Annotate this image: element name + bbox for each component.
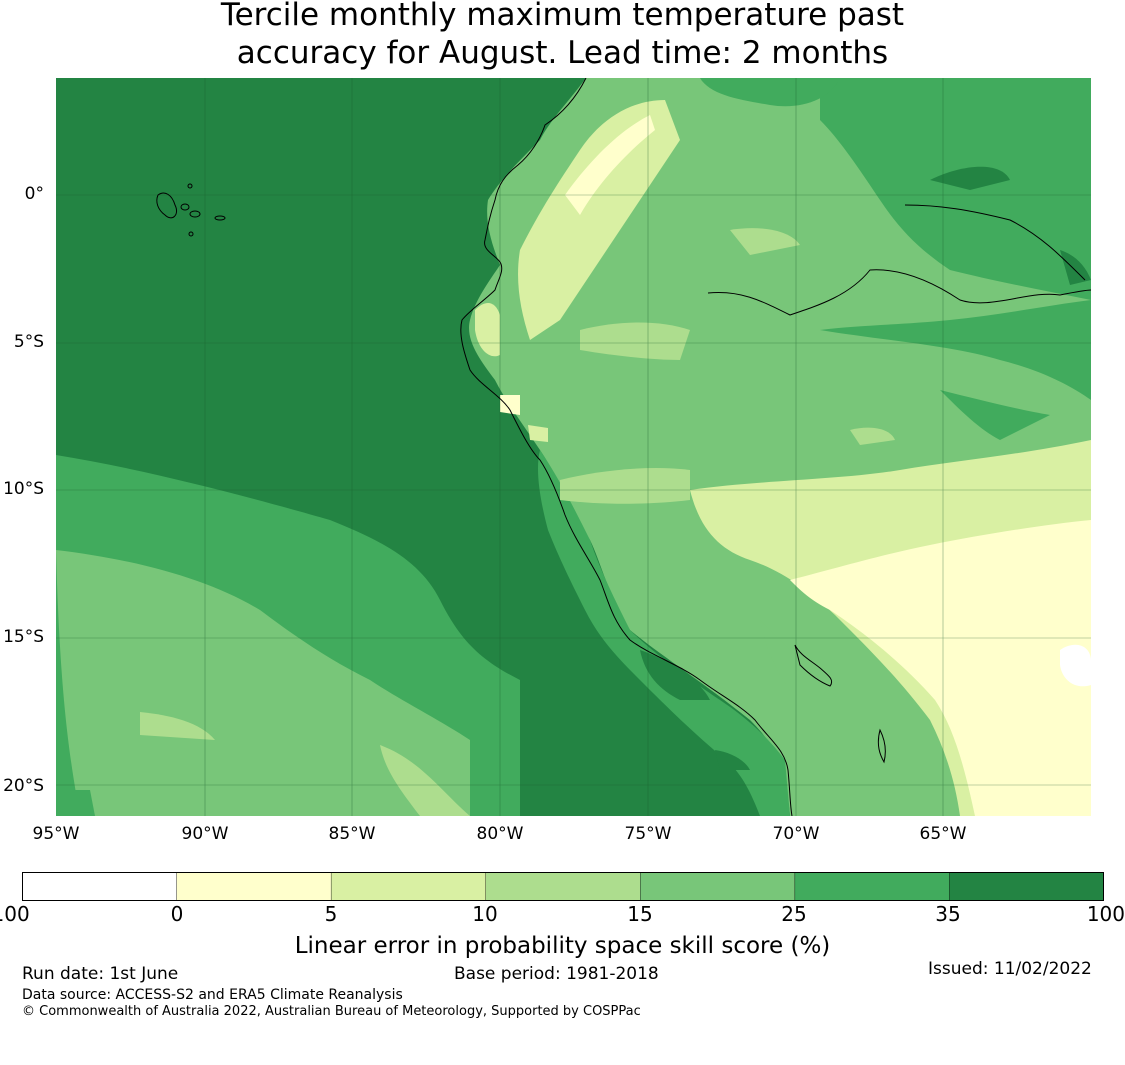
region-andes-low (565, 115, 655, 215)
region-ocean-edge (56, 550, 80, 816)
issued-date: Issued: 11/02/2022 (928, 959, 1092, 979)
cb-tick-5: 5 (324, 902, 338, 926)
lon-label-95w: 95°W (32, 824, 80, 844)
colorbar-swatch-4 (640, 872, 796, 901)
cb-tick-0: 0 (170, 902, 184, 926)
base-period: Base period: 1981-2018 (454, 964, 659, 984)
region-coast-dark-2 (715, 750, 750, 770)
region-coast-dark (640, 650, 710, 700)
skill-score-map (56, 78, 1091, 816)
region-north-patch (700, 78, 840, 107)
region-land-patch-5 (760, 620, 820, 690)
cb-tick-10: 10 (472, 902, 498, 926)
lon-label-90w: 90°W (181, 824, 229, 844)
region-amazon-dark-2 (1060, 250, 1091, 285)
region-south-lowest (790, 520, 1091, 816)
region-amazon-north (820, 78, 1091, 300)
lat-label-10s: 10°S (3, 479, 44, 499)
region-amazon-mid (820, 300, 1091, 400)
colorbar-swatches (22, 872, 1104, 901)
cb-tick-15: 15 (627, 902, 653, 926)
region-negative-patch (1060, 644, 1091, 687)
copyright: © Commonwealth of Australia 2022, Austra… (22, 1004, 641, 1019)
cb-tick-neg100: -100 (0, 902, 30, 926)
lat-label-5s: 5°S (13, 332, 44, 352)
data-source: Data source: ACCESS-S2 and ERA5 Climate … (22, 987, 403, 1003)
colorbar-swatch-2 (330, 872, 487, 901)
run-date: Run date: 1st June (22, 964, 179, 984)
cb-tick-25: 25 (781, 902, 807, 926)
colorbar-swatch-6 (949, 872, 1104, 901)
region-amazon-patch (940, 390, 1050, 440)
region-coast-patch-2 (500, 395, 520, 415)
galapagos-islands (156, 183, 226, 237)
cb-tick-35: 35 (935, 902, 961, 926)
cb-tick-100: 100 (1086, 902, 1125, 926)
map-fields (56, 78, 1091, 816)
title-line-1: Tercile monthly maximum temperature past (220, 0, 905, 33)
lon-label-75w: 75°W (624, 824, 672, 844)
region-andes-north (518, 100, 680, 340)
title-line-2: accuracy for August. Lead time: 2 months (236, 35, 889, 71)
region-land-patch-4 (850, 427, 895, 445)
lon-label-80w: 80°W (476, 824, 524, 844)
region-amazon-dark (930, 166, 1010, 190)
lat-label-15s: 15°S (3, 627, 44, 647)
coastline (460, 78, 793, 816)
map-title: Tercile monthly maximum temperature past… (0, 0, 1125, 72)
lon-label-65w: 65°W (919, 824, 967, 844)
lake-poopo (877, 728, 886, 764)
region-ocean-patch-3 (56, 790, 95, 816)
colorbar-label: Linear error in probability space skill … (294, 933, 831, 959)
river-north (904, 204, 1086, 281)
colorbar (22, 872, 1104, 901)
region-coast-strip (537, 450, 790, 816)
colorbar-swatch-0 (22, 872, 178, 901)
lon-label-85w: 85°W (328, 824, 376, 844)
region-ocean-southwest (56, 550, 470, 816)
colorbar-swatch-5 (794, 872, 951, 901)
region-land-patch-1 (730, 228, 800, 255)
graticule (56, 78, 1091, 816)
region-ocean-patch-2 (380, 745, 470, 816)
lake-titicaca (794, 644, 833, 687)
lat-label-20s: 20°S (3, 776, 44, 796)
colorbar-swatch-1 (176, 872, 332, 901)
region-land-patch-3 (560, 468, 690, 504)
lon-label-70w: 70°W (772, 824, 820, 844)
region-coast-patch-3 (528, 425, 548, 442)
colorbar-swatch-3 (485, 872, 641, 901)
lat-label-0: 0° (24, 184, 44, 204)
region-land-patch-2 (580, 322, 690, 360)
amazon-river (707, 269, 1091, 316)
region-ocean-patch-1 (140, 712, 215, 740)
